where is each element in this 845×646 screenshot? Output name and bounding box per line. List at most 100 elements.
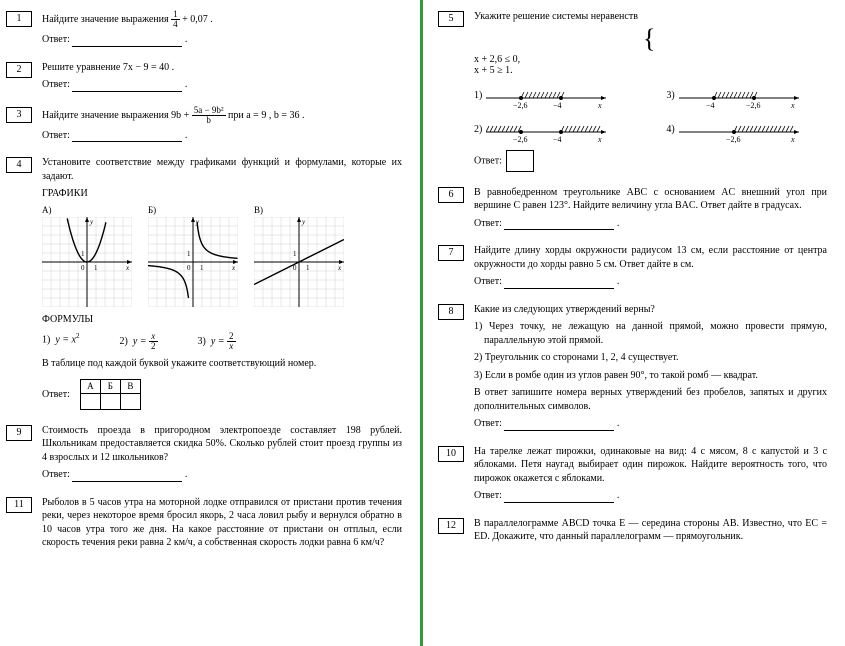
item-2: 2) Треугольник со сторонами 1, 2, 4 суще… [474, 351, 827, 365]
answer-blank[interactable] [504, 279, 614, 289]
answer-row: Ответ: АБВ [42, 375, 402, 414]
graph-line: xy011 [254, 217, 344, 307]
task-8: 8 Какие из следующих утверждений верны? … [438, 303, 827, 435]
formulas-row: 1) y = x2 2) y = x2 3) y = 2x [42, 332, 402, 351]
text: Найдите значение выражения 9b + [42, 109, 192, 120]
svg-text:−2,6: −2,6 [513, 101, 528, 110]
answer-label: Ответ: [42, 130, 70, 141]
left-column: 1 Найдите значение выражения 14 + 0,07 .… [0, 0, 420, 646]
svg-text:1: 1 [81, 250, 85, 258]
cell-b[interactable] [100, 393, 120, 409]
item-1: 1) Через точку, не лежащую на данной пря… [474, 320, 827, 347]
svg-text:1: 1 [306, 264, 310, 272]
text: + 0,07 . [182, 14, 213, 25]
fraction: 5a − 9b²b [192, 106, 226, 125]
graph-label: А) [42, 205, 132, 215]
answer-label: Ответ: [42, 34, 70, 45]
svg-text:0: 0 [81, 264, 85, 272]
task-body: Найдите длину хорды окружности радиусом … [474, 244, 827, 293]
answer-label: Ответ: [474, 418, 502, 429]
cell-c[interactable] [120, 393, 140, 409]
answer-line: Ответ: . [42, 33, 402, 47]
numline-2: −2,6−4x [486, 116, 606, 144]
brace-icon: { [643, 28, 655, 50]
answer-label: Ответ: [42, 469, 70, 480]
formula-1: 1) y = x2 [42, 332, 79, 351]
answer-label: Ответ: [42, 79, 70, 90]
svg-text:x: x [597, 135, 602, 144]
page: 1 Найдите значение выражения 14 + 0,07 .… [0, 0, 845, 646]
task-number: 4 [6, 157, 32, 173]
task-body: Какие из следующих утверждений верны? 1)… [474, 303, 827, 435]
cell-a[interactable] [80, 393, 100, 409]
col-c: В [120, 379, 140, 393]
option-4: 4)−2,6x [666, 116, 798, 144]
task-7: 7 Найдите длину хорды окружности радиусо… [438, 244, 827, 293]
task-body: На тарелке лежат пирожки, одинаковые на … [474, 445, 827, 507]
answer-blank[interactable] [504, 421, 614, 431]
task-12: 12 В параллелограмме ABCD точка E — сере… [438, 517, 827, 548]
text: при a = 9 , b = 36 . [228, 109, 304, 120]
table-hint: В таблице под каждой буквой укажите соот… [42, 357, 402, 371]
task-body: Решите уравнение 7x − 9 = 40 . Ответ: . [42, 61, 402, 96]
options-row-2: 2)−2,6−4x 4)−2,6x [474, 116, 827, 144]
answer-line: Ответ: . [474, 217, 827, 231]
answer-blank[interactable] [72, 132, 182, 142]
svg-text:x: x [597, 101, 602, 110]
answer-label: Ответ: [474, 218, 502, 229]
formula-2: 2) y = x2 [119, 332, 157, 351]
answer-label: Ответ: [474, 490, 502, 501]
task-5: 5 Укажите решение системы неравенств { x… [438, 10, 827, 176]
graph-hyperbola: xy011 [148, 217, 238, 307]
answer-line: Ответ: . [42, 468, 402, 482]
task-text: В параллелограмме ABCD точка E — середин… [474, 517, 827, 544]
task-text: Найдите длину хорды окружности радиусом … [474, 244, 827, 271]
answer-blank[interactable] [72, 82, 182, 92]
svg-text:y: y [301, 218, 306, 226]
answer-box[interactable] [506, 150, 534, 172]
svg-text:x: x [790, 101, 795, 110]
task-text: Найдите значение выражения 9b + 5a − 9b²… [42, 106, 402, 125]
task-number: 3 [6, 107, 32, 123]
svg-text:x: x [790, 135, 795, 144]
task-body: Найдите значение выражения 9b + 5a − 9b²… [42, 106, 402, 147]
svg-text:−4: −4 [706, 101, 715, 110]
task-number: 2 [6, 62, 32, 78]
svg-text:1: 1 [94, 264, 98, 272]
graphics-label: ГРАФИКИ [42, 187, 402, 201]
task-number: 11 [6, 497, 32, 513]
task-text: Решите уравнение 7x − 9 = 40 . [42, 61, 402, 75]
answer-blank[interactable] [72, 472, 182, 482]
col-a: А [80, 379, 100, 393]
task-3: 3 Найдите значение выражения 9b + 5a − 9… [6, 106, 402, 147]
task-body: Установите соответствие между графиками … [42, 156, 402, 414]
task-text: В равнобедренном треугольнике ABC с осно… [474, 186, 827, 213]
task-number: 10 [438, 446, 464, 462]
answer-blank[interactable] [504, 493, 614, 503]
svg-text:1: 1 [187, 250, 191, 258]
task-text: Установите соответствие между графиками … [42, 156, 402, 183]
svg-text:−2,6: −2,6 [726, 135, 741, 144]
task-6: 6 В равнобедренном треугольнике ABC с ос… [438, 186, 827, 235]
task-text: На тарелке лежат пирожки, одинаковые на … [474, 445, 827, 486]
svg-text:1: 1 [200, 264, 204, 272]
task-number: 7 [438, 245, 464, 261]
graph-b: Б) xy011 [148, 205, 238, 307]
task-text: Укажите решение системы неравенств [474, 10, 827, 24]
answer-label: Ответ: [474, 276, 502, 287]
answer-blank[interactable] [72, 37, 182, 47]
task-9: 9 Стоимость проезда в пригородном электр… [6, 424, 402, 486]
option-1: 1)−2,6−4x [474, 82, 606, 110]
svg-text:y: y [89, 218, 94, 226]
graph-label: Б) [148, 205, 238, 215]
item-3: 3) Если в ромбе один из углов равен 90°,… [474, 369, 827, 383]
formula-3: 3) y = 2x [198, 332, 236, 351]
task-10: 10 На тарелке лежат пирожки, одинаковые … [438, 445, 827, 507]
answer-blank[interactable] [504, 220, 614, 230]
task-number: 12 [438, 518, 464, 534]
answer-line: Ответ: . [474, 489, 827, 503]
svg-text:−2,6: −2,6 [513, 135, 528, 144]
answer-label: Ответ: [42, 389, 70, 400]
answer-line: Ответ: . [42, 78, 402, 92]
formulas-label: ФОРМУЛЫ [42, 313, 402, 327]
